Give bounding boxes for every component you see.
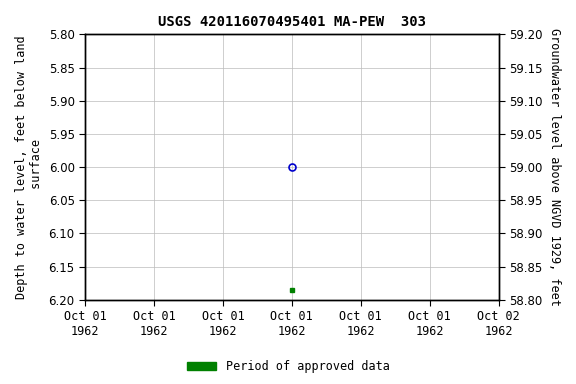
Y-axis label: Groundwater level above NGVD 1929, feet: Groundwater level above NGVD 1929, feet <box>548 28 561 306</box>
Legend: Period of approved data: Period of approved data <box>182 356 394 378</box>
Y-axis label: Depth to water level, feet below land
 surface: Depth to water level, feet below land su… <box>15 35 43 299</box>
Title: USGS 420116070495401 MA-PEW  303: USGS 420116070495401 MA-PEW 303 <box>158 15 426 29</box>
